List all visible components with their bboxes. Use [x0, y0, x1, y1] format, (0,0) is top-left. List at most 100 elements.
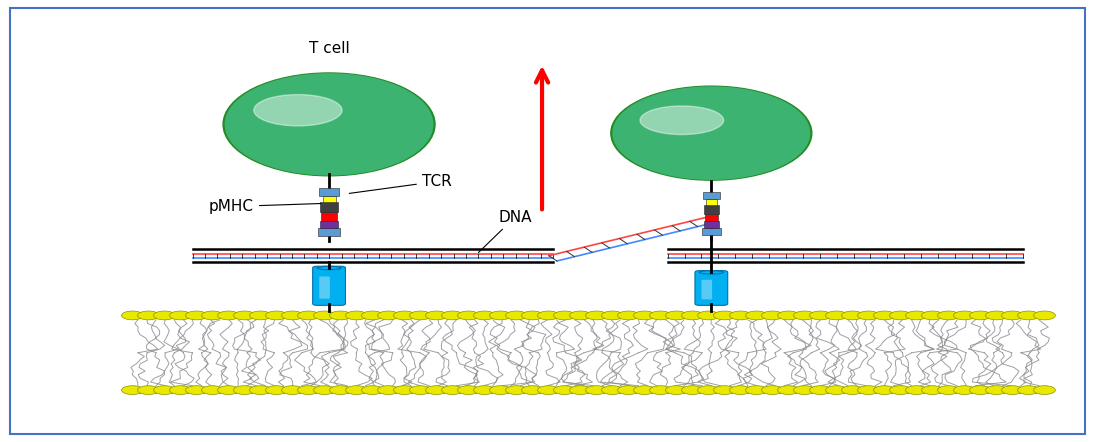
- Circle shape: [1034, 386, 1056, 395]
- Circle shape: [122, 386, 143, 395]
- Circle shape: [426, 311, 448, 320]
- Circle shape: [954, 386, 976, 395]
- Circle shape: [1002, 311, 1024, 320]
- Circle shape: [298, 311, 320, 320]
- Bar: [702, 228, 722, 236]
- Circle shape: [330, 386, 351, 395]
- Ellipse shape: [611, 86, 811, 180]
- Circle shape: [506, 311, 528, 320]
- Circle shape: [809, 311, 831, 320]
- Circle shape: [201, 311, 223, 320]
- Circle shape: [746, 311, 768, 320]
- Circle shape: [489, 386, 511, 395]
- FancyBboxPatch shape: [320, 276, 330, 299]
- Circle shape: [441, 386, 463, 395]
- Bar: [704, 221, 719, 228]
- Circle shape: [201, 386, 223, 395]
- Circle shape: [601, 386, 623, 395]
- Circle shape: [761, 311, 783, 320]
- Circle shape: [1017, 386, 1039, 395]
- Circle shape: [746, 386, 768, 395]
- Circle shape: [378, 311, 400, 320]
- Circle shape: [410, 386, 431, 395]
- Circle shape: [1034, 311, 1056, 320]
- Ellipse shape: [700, 271, 724, 274]
- Ellipse shape: [613, 87, 809, 179]
- Text: TCR: TCR: [349, 174, 451, 194]
- Circle shape: [986, 311, 1007, 320]
- Circle shape: [842, 386, 863, 395]
- Circle shape: [906, 311, 927, 320]
- FancyBboxPatch shape: [313, 266, 345, 305]
- Circle shape: [634, 386, 656, 395]
- Circle shape: [185, 386, 207, 395]
- Circle shape: [777, 386, 799, 395]
- Text: T cell: T cell: [309, 41, 349, 56]
- Circle shape: [538, 386, 560, 395]
- Circle shape: [153, 386, 175, 395]
- Circle shape: [857, 311, 879, 320]
- Circle shape: [506, 386, 528, 395]
- Circle shape: [681, 311, 703, 320]
- Ellipse shape: [318, 267, 341, 270]
- Circle shape: [170, 311, 192, 320]
- Circle shape: [313, 311, 335, 320]
- Circle shape: [441, 311, 463, 320]
- Bar: [704, 205, 719, 213]
- Circle shape: [729, 311, 751, 320]
- Circle shape: [809, 386, 831, 395]
- Circle shape: [761, 386, 783, 395]
- Circle shape: [265, 311, 287, 320]
- Circle shape: [666, 386, 688, 395]
- Circle shape: [313, 386, 335, 395]
- Ellipse shape: [641, 106, 724, 134]
- Bar: [321, 202, 337, 212]
- Circle shape: [281, 311, 303, 320]
- Circle shape: [138, 386, 160, 395]
- Circle shape: [618, 311, 639, 320]
- Circle shape: [298, 386, 320, 395]
- Circle shape: [489, 311, 511, 320]
- Bar: [703, 192, 721, 199]
- Ellipse shape: [254, 95, 342, 126]
- Circle shape: [410, 311, 431, 320]
- Text: DNA: DNA: [479, 210, 532, 252]
- Circle shape: [521, 386, 543, 395]
- Circle shape: [393, 386, 415, 395]
- Circle shape: [889, 386, 911, 395]
- Circle shape: [361, 386, 383, 395]
- Circle shape: [569, 311, 591, 320]
- Circle shape: [233, 386, 255, 395]
- Circle shape: [906, 386, 927, 395]
- Circle shape: [250, 311, 272, 320]
- Circle shape: [554, 386, 575, 395]
- Circle shape: [170, 386, 192, 395]
- Circle shape: [473, 386, 495, 395]
- Circle shape: [346, 311, 368, 320]
- Bar: [322, 212, 336, 221]
- Circle shape: [330, 311, 351, 320]
- Circle shape: [954, 311, 976, 320]
- Circle shape: [794, 386, 816, 395]
- Circle shape: [618, 386, 639, 395]
- Circle shape: [458, 311, 480, 320]
- Circle shape: [586, 386, 608, 395]
- Circle shape: [714, 311, 736, 320]
- Circle shape: [937, 311, 959, 320]
- Ellipse shape: [226, 74, 433, 175]
- Circle shape: [233, 311, 255, 320]
- Circle shape: [346, 386, 368, 395]
- Circle shape: [122, 311, 143, 320]
- Circle shape: [794, 311, 816, 320]
- Circle shape: [250, 386, 272, 395]
- Circle shape: [874, 386, 896, 395]
- Circle shape: [666, 311, 688, 320]
- Circle shape: [1017, 311, 1039, 320]
- Circle shape: [649, 386, 671, 395]
- Text: pMHC: pMHC: [209, 199, 321, 214]
- Circle shape: [281, 386, 303, 395]
- Circle shape: [393, 311, 415, 320]
- Bar: [319, 228, 339, 236]
- Circle shape: [586, 311, 608, 320]
- Circle shape: [521, 311, 543, 320]
